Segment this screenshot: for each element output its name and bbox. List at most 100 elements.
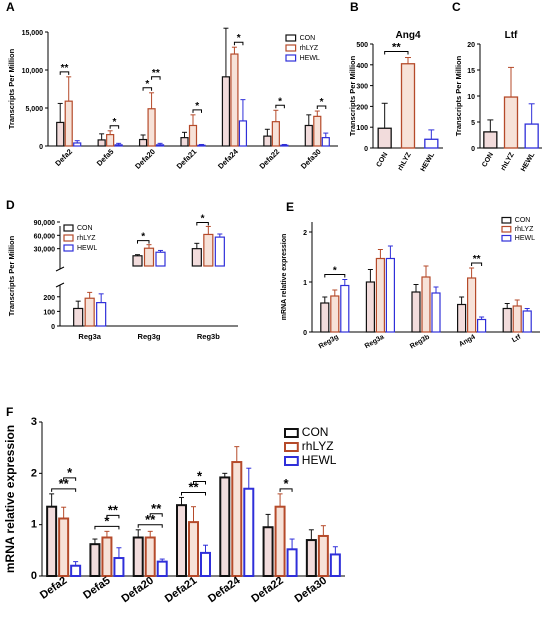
- bar-hewl: [286, 548, 298, 578]
- bar-rhlyz: [313, 115, 322, 147]
- y-tick-label: 0: [364, 146, 368, 153]
- bar-rhlyz: [58, 517, 70, 577]
- chart-d: 30,000 60,000 90,000 0 100 200 Transcripts Per…: [7, 213, 238, 341]
- bar-con: [219, 476, 231, 577]
- bar-con: [263, 135, 272, 147]
- x-tick-label: Ltf: [511, 333, 523, 344]
- significance-label: **: [59, 476, 70, 491]
- bar-con: [305, 539, 317, 577]
- x-tick-label: CON: [376, 152, 390, 169]
- y-tick-label: 200: [43, 295, 55, 302]
- legend-swatch-rhlyz: [285, 44, 297, 52]
- bar-con: [304, 124, 313, 147]
- x-tick-label: Defa21: [163, 575, 199, 606]
- y-tick-label: 20: [467, 42, 475, 49]
- significance-bracket: [151, 76, 161, 80]
- significance-label: **: [473, 254, 481, 265]
- legend-swatch-hewl: [63, 244, 74, 252]
- bar-hewl: [243, 487, 255, 577]
- bar-con: [73, 307, 84, 327]
- bar-hewl: [96, 302, 107, 327]
- chart-e: 0 1 2 mRNA relative expression Reg3g Reg3a Reg…: [281, 216, 540, 350]
- y-tick-label: 0: [303, 330, 307, 337]
- y-tick-label: 2: [31, 467, 37, 479]
- chart-b: Ang4 0 100 200 300 400 500 Transcripts Per Mill…: [348, 30, 443, 173]
- significance-bracket: [384, 51, 409, 55]
- significance-bracket: [149, 513, 163, 517]
- axis-break-mark: [55, 282, 65, 288]
- y-tick-label: 15,000: [22, 30, 44, 37]
- bar-rhlyz: [230, 53, 239, 147]
- bar-con: [457, 303, 467, 333]
- bar-hewl: [200, 551, 211, 577]
- legend-label: CON: [515, 217, 531, 224]
- bar-con: [411, 291, 421, 333]
- y-tick-label: 1: [31, 519, 37, 531]
- legend-label: HEWL: [302, 453, 337, 467]
- bar-rhlyz: [274, 505, 286, 577]
- bar-hewl: [280, 144, 289, 147]
- x-tick-label: Defa20: [119, 575, 155, 606]
- significance-label: *: [201, 213, 205, 224]
- x-tick-label: Defa21: [175, 147, 199, 171]
- bar-con: [483, 131, 498, 149]
- bar-con: [56, 121, 65, 147]
- legend-swatch-hewl: [501, 234, 512, 242]
- y-tick-label: 10,000: [22, 68, 44, 75]
- significance-bracket: [51, 488, 77, 492]
- significance-label: *: [278, 96, 282, 107]
- x-tick-label: Defa24: [206, 574, 243, 605]
- bar-hewl: [70, 564, 82, 578]
- x-tick-label: Defa5: [95, 147, 116, 168]
- y-tick-label: 5,000: [25, 106, 43, 113]
- bar-rhlyz: [188, 124, 198, 147]
- panel-letter-c: C: [452, 0, 461, 14]
- y-tick-label: 30,000: [34, 247, 56, 254]
- y-tick-label: 1: [303, 280, 307, 287]
- bar-hewl: [114, 144, 123, 147]
- bar-con: [221, 76, 231, 147]
- bar-hewl: [329, 553, 341, 578]
- significance-label: **: [108, 502, 119, 517]
- y-tick-label: 15: [467, 68, 475, 75]
- bar-hewl: [197, 144, 206, 147]
- bar-hewl: [214, 236, 225, 267]
- bar-con: [262, 526, 274, 577]
- bar-rhlyz: [144, 536, 156, 577]
- legend-label: rhLYZ: [515, 226, 534, 233]
- y-tick-label: 0: [471, 146, 475, 153]
- legend-swatch-hewl: [284, 456, 299, 466]
- bar-rhlyz: [375, 257, 386, 333]
- bar-hewl: [156, 560, 168, 577]
- legend-swatch-rhlyz: [501, 225, 512, 233]
- significance-label: *: [104, 513, 110, 528]
- bar-rhlyz: [271, 121, 280, 147]
- bar-rhlyz: [188, 521, 199, 577]
- bar-rhlyz: [421, 276, 431, 333]
- significance-bracket: [279, 488, 293, 492]
- bar-con: [320, 302, 330, 333]
- significance-label: *: [284, 476, 290, 491]
- x-tick-label: Defa2: [53, 147, 74, 168]
- bar-con: [97, 139, 106, 147]
- bar-rhlyz: [101, 536, 113, 577]
- bar-rhlyz: [64, 100, 73, 147]
- bar-rhlyz: [231, 461, 243, 577]
- y-tick-label: 60,000: [34, 233, 56, 240]
- x-tick-label: Defa2: [38, 575, 69, 602]
- bar-con: [138, 138, 148, 147]
- bar-rhlyz: [203, 233, 214, 267]
- y-tick-label: 0: [51, 324, 55, 331]
- y-tick-label: 100: [356, 125, 368, 132]
- legend-label: CON: [300, 35, 316, 42]
- bar-con: [377, 127, 392, 149]
- bar-con: [180, 137, 189, 147]
- significance-label: *: [195, 101, 199, 112]
- x-tick-label: Ang4: [458, 334, 477, 349]
- y-tick-label: 2: [303, 230, 307, 237]
- bar-hewl: [155, 251, 166, 267]
- bar-rhlyz: [106, 134, 115, 147]
- significance-bracket: [59, 71, 70, 75]
- x-tick-label: rhLYZ: [500, 151, 516, 172]
- bar-hewl: [113, 557, 125, 578]
